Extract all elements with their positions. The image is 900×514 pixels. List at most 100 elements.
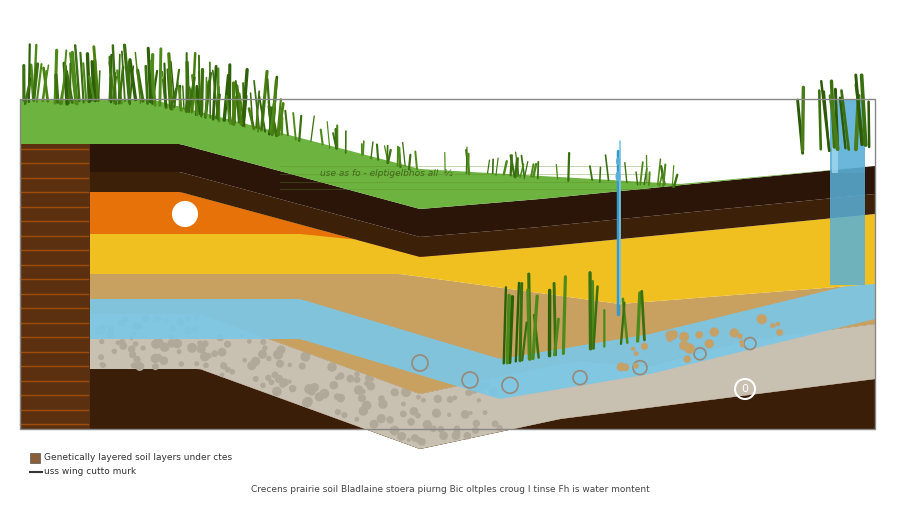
Circle shape [67, 359, 71, 364]
Circle shape [397, 432, 406, 441]
Circle shape [622, 363, 629, 371]
Circle shape [77, 352, 86, 360]
Circle shape [634, 363, 638, 369]
Circle shape [408, 418, 415, 426]
Circle shape [176, 349, 182, 354]
Circle shape [770, 323, 775, 328]
Circle shape [173, 202, 197, 226]
Circle shape [777, 329, 783, 336]
Circle shape [740, 340, 744, 344]
Circle shape [469, 411, 473, 415]
Circle shape [358, 394, 366, 402]
Circle shape [187, 343, 197, 353]
Circle shape [497, 425, 503, 431]
Circle shape [308, 388, 316, 396]
Circle shape [129, 335, 134, 340]
Circle shape [329, 381, 338, 390]
Circle shape [757, 315, 765, 322]
Circle shape [151, 339, 161, 349]
Circle shape [361, 389, 365, 394]
Circle shape [99, 339, 104, 344]
Circle shape [248, 361, 256, 370]
Circle shape [304, 384, 314, 394]
Circle shape [220, 362, 227, 369]
Polygon shape [20, 279, 875, 399]
Circle shape [50, 324, 59, 334]
Circle shape [135, 362, 144, 371]
Circle shape [705, 339, 714, 348]
Text: Crecens prairie soil Bladlaine stoera piurng Bic oltples croug l tinse Fh is wat: Crecens prairie soil Bladlaine stoera pi… [250, 485, 650, 493]
Circle shape [354, 386, 364, 395]
Circle shape [260, 350, 266, 356]
Circle shape [178, 361, 184, 366]
Circle shape [266, 375, 272, 381]
Circle shape [346, 375, 355, 382]
Circle shape [203, 362, 209, 368]
Circle shape [247, 339, 252, 344]
Polygon shape [20, 99, 875, 209]
Circle shape [77, 333, 84, 339]
Circle shape [634, 352, 638, 356]
Circle shape [169, 334, 175, 339]
Circle shape [134, 322, 141, 329]
Circle shape [341, 412, 347, 418]
Circle shape [479, 381, 488, 391]
Circle shape [167, 339, 176, 347]
Polygon shape [20, 369, 875, 449]
Circle shape [358, 406, 368, 416]
Circle shape [140, 345, 146, 351]
Circle shape [153, 341, 159, 347]
Circle shape [462, 410, 469, 418]
Circle shape [224, 341, 231, 348]
Circle shape [268, 379, 274, 385]
Circle shape [680, 332, 688, 341]
Polygon shape [20, 192, 875, 304]
Circle shape [446, 396, 454, 403]
Circle shape [276, 345, 285, 354]
Circle shape [120, 342, 127, 350]
Circle shape [299, 362, 306, 370]
Circle shape [410, 407, 418, 415]
Circle shape [472, 427, 479, 434]
Circle shape [289, 385, 296, 392]
Circle shape [631, 347, 635, 351]
Bar [20, 99, 875, 429]
Circle shape [407, 438, 410, 442]
Circle shape [461, 410, 470, 419]
Circle shape [391, 388, 399, 396]
Circle shape [310, 387, 316, 393]
Circle shape [40, 348, 47, 354]
Circle shape [194, 361, 199, 366]
Circle shape [685, 344, 695, 354]
Circle shape [74, 317, 83, 326]
Circle shape [196, 344, 206, 353]
Circle shape [432, 409, 441, 418]
Circle shape [334, 393, 340, 400]
Circle shape [133, 356, 140, 363]
Circle shape [453, 395, 457, 400]
Circle shape [418, 438, 426, 446]
Circle shape [220, 373, 224, 377]
Circle shape [667, 336, 672, 342]
Circle shape [260, 339, 266, 345]
Circle shape [447, 413, 451, 417]
Circle shape [45, 318, 51, 323]
Circle shape [68, 348, 75, 355]
Circle shape [200, 352, 210, 361]
Circle shape [454, 426, 460, 433]
Circle shape [128, 345, 135, 353]
Circle shape [757, 315, 767, 324]
Circle shape [154, 338, 164, 348]
Circle shape [355, 417, 359, 422]
Circle shape [25, 342, 32, 349]
Polygon shape [830, 99, 865, 173]
Circle shape [376, 414, 386, 423]
Circle shape [192, 326, 199, 333]
Circle shape [273, 350, 283, 360]
Circle shape [212, 350, 218, 357]
Circle shape [355, 372, 360, 377]
Circle shape [279, 381, 285, 388]
Circle shape [24, 362, 32, 369]
Circle shape [33, 351, 40, 356]
Circle shape [439, 431, 448, 440]
